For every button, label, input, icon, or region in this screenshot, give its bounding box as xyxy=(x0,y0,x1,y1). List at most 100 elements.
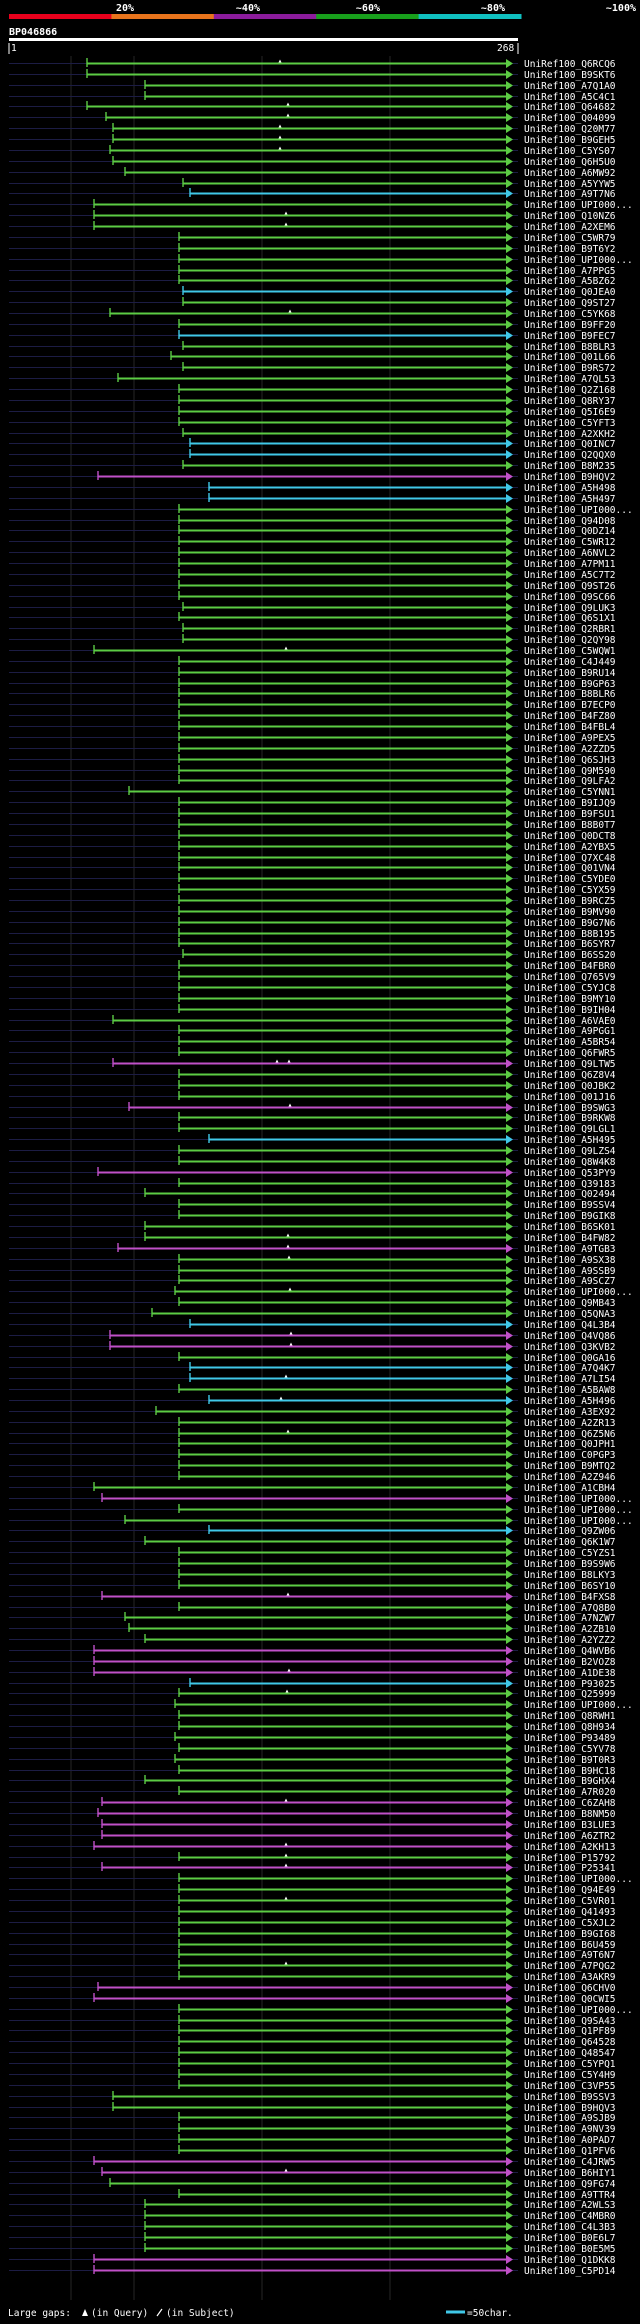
hit-bar[interactable] xyxy=(179,1953,506,1956)
hit-label[interactable]: UniRef100_B9GIK8 xyxy=(524,1211,616,1222)
hit-bar[interactable] xyxy=(179,1203,506,1206)
hit-row[interactable]: UniRef100_B4FBR0 xyxy=(9,960,616,972)
hit-label[interactable]: UniRef100_B6SS20 xyxy=(524,950,616,961)
hit-row[interactable]: UniRef100_A2ZB10 xyxy=(9,1623,616,1635)
hit-bar[interactable] xyxy=(179,1464,506,1467)
hit-row[interactable]: UniRef100_Q01J16 xyxy=(9,1091,616,1103)
hit-bar[interactable] xyxy=(179,1584,506,1587)
hit-label[interactable]: UniRef100_Q9SC66 xyxy=(524,592,616,603)
hit-bar[interactable] xyxy=(209,486,506,489)
hit-label[interactable]: UniRef100_B4FBR0 xyxy=(524,961,616,972)
hit-label[interactable]: UniRef100_C4JRW5 xyxy=(524,2157,616,2168)
hit-row[interactable]: UniRef100_Q2QY98 xyxy=(9,634,616,646)
hit-label[interactable]: UniRef100_B9HQV2 xyxy=(524,472,616,483)
hit-row[interactable]: UniRef100_Q0CWI5 xyxy=(9,1993,616,2005)
hit-bar[interactable] xyxy=(179,660,506,663)
hit-row[interactable]: UniRef100_Q6H5U0 xyxy=(9,156,616,168)
hit-bar[interactable] xyxy=(179,2062,506,2065)
hit-label[interactable]: UniRef100_A9NV39 xyxy=(524,2124,616,2135)
hit-row[interactable]: UniRef100_Q9ZW06 xyxy=(9,1525,616,1537)
hit-label[interactable]: UniRef100_A5BR54 xyxy=(524,1037,616,1048)
hit-row[interactable]: UniRef100_C5YJC8 xyxy=(9,982,616,994)
hit-bar[interactable] xyxy=(179,1551,506,1554)
hit-row[interactable]: UniRef100_C5YPQ1 xyxy=(9,2058,616,2070)
hit-label[interactable]: UniRef100_Q01L66 xyxy=(524,352,616,363)
hit-bar[interactable] xyxy=(179,1279,506,1282)
hit-bar[interactable] xyxy=(209,1138,506,1141)
hit-row[interactable]: UniRef100_A3AKR9 xyxy=(9,1971,616,1983)
hit-label[interactable]: UniRef100_A5H497 xyxy=(524,494,616,505)
hit-label[interactable]: UniRef100_Q0JBK2 xyxy=(524,1081,616,1092)
hit-bar[interactable] xyxy=(179,942,506,945)
hit-row[interactable]: UniRef100_Q48547 xyxy=(9,2047,616,2059)
hit-row[interactable]: UniRef100_Q9LZS4 xyxy=(9,1145,616,1157)
hit-bar[interactable] xyxy=(179,975,506,978)
hit-bar[interactable] xyxy=(179,1432,506,1435)
hit-bar[interactable] xyxy=(102,1866,506,1869)
hit-row[interactable]: UniRef100_A2YZZ2 xyxy=(9,1634,616,1646)
hit-label[interactable]: UniRef100_Q64682 xyxy=(524,102,616,113)
hit-bar[interactable] xyxy=(179,866,506,869)
hit-row[interactable]: UniRef100_Q2QQX0 xyxy=(9,449,616,461)
hit-label[interactable]: UniRef100_B9HC18 xyxy=(524,1766,616,1777)
hit-bar[interactable] xyxy=(190,1323,506,1326)
hit-bar[interactable] xyxy=(183,464,506,467)
hit-row[interactable]: UniRef100_B9GIK8 xyxy=(9,1210,616,1222)
hit-row[interactable]: UniRef100_B9HQV3 xyxy=(9,2102,616,2114)
hit-label[interactable]: UniRef100_B9S9W6 xyxy=(524,1559,616,1570)
hit-row[interactable]: UniRef100_C5PD14 xyxy=(9,2265,616,2277)
hit-bar[interactable] xyxy=(179,334,506,337)
hit-bar[interactable] xyxy=(179,388,506,391)
hit-label[interactable]: UniRef100_A3AKR9 xyxy=(524,1972,616,1983)
hit-label[interactable]: UniRef100_Q9LTW5 xyxy=(524,1059,616,1070)
hit-row[interactable]: UniRef100_A5H495 xyxy=(9,1134,616,1146)
hit-bar[interactable] xyxy=(145,95,506,98)
hit-label[interactable]: UniRef100_B9IH04 xyxy=(524,1005,616,1016)
hit-bar[interactable] xyxy=(94,214,506,217)
hit-row[interactable]: UniRef100_B9SWG3 xyxy=(9,1102,616,1114)
hit-label[interactable]: UniRef100_A7PM11 xyxy=(524,559,616,570)
hit-bar[interactable] xyxy=(179,2051,506,2054)
hit-label[interactable]: UniRef100_Q02494 xyxy=(524,1189,616,1200)
hit-label[interactable]: UniRef100_UPI000... xyxy=(524,505,633,516)
hit-row[interactable]: UniRef100_Q01L66 xyxy=(9,351,616,363)
hit-bar[interactable] xyxy=(183,182,506,185)
hit-bar[interactable] xyxy=(190,442,506,445)
hit-bar[interactable] xyxy=(179,1790,506,1793)
hit-label[interactable]: UniRef100_B7ECP0 xyxy=(524,700,616,711)
hit-label[interactable]: UniRef100_Q6RCQ6 xyxy=(524,59,616,70)
hit-bar[interactable] xyxy=(179,692,506,695)
hit-label[interactable]: UniRef100_B3LUE3 xyxy=(524,1820,616,1831)
hit-row[interactable]: UniRef100_A9PGG1 xyxy=(9,1025,616,1037)
hit-row[interactable]: UniRef100_Q6Z5N6 xyxy=(9,1428,616,1440)
hit-label[interactable]: UniRef100_A5YYW5 xyxy=(524,179,616,190)
hit-bar[interactable] xyxy=(179,2040,506,2043)
hit-row[interactable]: UniRef100_Q53PY9 xyxy=(9,1167,616,1179)
hit-label[interactable]: UniRef100_Q8RY37 xyxy=(524,396,616,407)
hit-row[interactable]: UniRef100_B9IH04 xyxy=(9,1004,616,1016)
hit-bar[interactable] xyxy=(94,1845,506,1848)
hit-bar[interactable] xyxy=(179,1562,506,1565)
hit-label[interactable]: UniRef100_Q8W4K8 xyxy=(524,1157,616,1168)
hit-label[interactable]: UniRef100_Q2QQX0 xyxy=(524,450,616,461)
hit-row[interactable]: UniRef100_Q94D08 xyxy=(9,515,616,527)
hit-row[interactable]: UniRef100_A6MW92 xyxy=(9,167,616,179)
hit-row[interactable]: UniRef100_Q0JEA0 xyxy=(9,286,616,298)
hit-bar[interactable] xyxy=(94,2160,506,2163)
hit-row[interactable]: UniRef100_Q9LFA2 xyxy=(9,775,616,787)
hit-row[interactable]: UniRef100_B9GP63 xyxy=(9,678,616,690)
hit-row[interactable]: UniRef100_Q4VQ86 xyxy=(9,1330,616,1342)
hit-label[interactable]: UniRef100_C5YPQ1 xyxy=(524,2059,616,2070)
hit-row[interactable]: UniRef100_B6SYR7 xyxy=(9,938,616,950)
hit-row[interactable]: UniRef100_A7Q8B0 xyxy=(9,1602,616,1614)
hit-row[interactable]: UniRef100_Q3KVB2 xyxy=(9,1341,616,1353)
hit-label[interactable]: UniRef100_B8LKY3 xyxy=(524,1570,616,1581)
hit-label[interactable]: UniRef100_A1DE38 xyxy=(524,1668,616,1679)
hit-label[interactable]: UniRef100_A2ZB10 xyxy=(524,1624,616,1635)
hit-label[interactable]: UniRef100_P15792 xyxy=(524,1853,616,1864)
hit-bar[interactable] xyxy=(179,1421,506,1424)
hit-bar[interactable] xyxy=(179,1725,506,1728)
hit-label[interactable]: UniRef100_A7R020 xyxy=(524,1787,616,1798)
hit-bar[interactable] xyxy=(94,203,506,206)
hit-label[interactable]: UniRef100_Q2QY98 xyxy=(524,635,616,646)
